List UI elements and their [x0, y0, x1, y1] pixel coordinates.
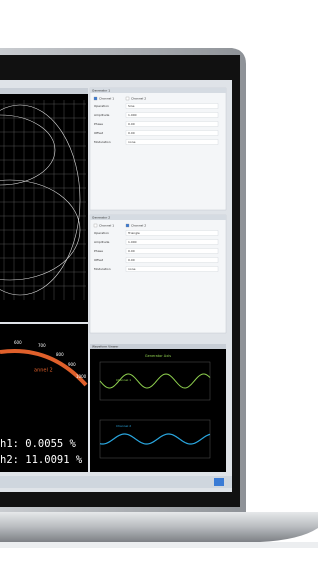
gauge-label: 900: [68, 362, 76, 367]
taskbar-icon: [214, 478, 224, 486]
trace-label: Channel 2: [116, 424, 131, 428]
field-label: Phase: [94, 122, 103, 126]
field-value: 1.000: [128, 240, 137, 244]
field-box: [126, 240, 218, 245]
taskbar: [0, 476, 232, 488]
panel-title: Generator 2: [92, 216, 110, 220]
readout-line: h1: 0.0055 %: [0, 438, 77, 450]
field-box: [126, 267, 218, 272]
panel-title: Waveform Viewer: [92, 345, 119, 349]
gauge-channel: annel 2: [34, 368, 53, 374]
checkbox-label: Channel 2: [131, 224, 146, 228]
gauge-label: 1000: [76, 374, 87, 379]
panel-title: Generator 1: [92, 89, 110, 93]
field-box: [126, 140, 218, 145]
scene: 600 700 800 900 1000 annel 2 h1: 0.0055 …: [0, 0, 318, 562]
field-label: Offset: [94, 131, 104, 135]
field-box: [126, 258, 218, 263]
field-value: none: [128, 140, 136, 144]
checkbox-label: Channel 1: [99, 97, 114, 101]
field-label: Modulation: [94, 140, 111, 144]
checkbox: [126, 224, 129, 227]
gauge-label: 600: [14, 340, 22, 345]
field-box: [126, 249, 218, 254]
field-label: Phase: [94, 249, 103, 253]
gauge-label: 800: [56, 352, 64, 357]
checkbox: [126, 97, 129, 100]
field-label: Operation: [94, 104, 109, 108]
gauge-label: 700: [38, 343, 46, 348]
field-value: 0.00: [128, 258, 135, 262]
checkbox-label: Channel 1: [99, 224, 114, 228]
field-label: Operation: [94, 231, 109, 235]
field-value: 0.00: [128, 122, 135, 126]
field-label: Amplitude: [94, 113, 110, 117]
field-value: Sine: [128, 104, 135, 108]
panel-header: [90, 88, 226, 93]
panel-header: [0, 88, 88, 94]
waveform-panel: [90, 349, 226, 472]
plot-title: Generator Axis: [145, 354, 171, 358]
field-box: [126, 131, 218, 136]
field-box: [126, 104, 218, 109]
checkbox-label: Channel 2: [131, 97, 146, 101]
field-box: [126, 231, 218, 236]
field-value: 0.00: [128, 249, 135, 253]
field-value: Triangle: [127, 231, 140, 235]
field-value: 1.000: [128, 113, 137, 117]
field-box: [126, 113, 218, 118]
checkbox: [94, 224, 97, 227]
readout-line: h2: 11.0091 %: [0, 454, 83, 466]
laptop-base: [0, 512, 318, 542]
field-label: Amplitude: [94, 240, 110, 244]
field-value: 0.00: [128, 131, 135, 135]
field-label: Offset: [94, 258, 104, 262]
field-box: [126, 122, 218, 127]
panel-header: [90, 215, 226, 220]
checkbox: [94, 97, 97, 100]
base-shadow: [0, 542, 318, 548]
field-label: Modulation: [94, 267, 111, 271]
field-value: none: [128, 267, 136, 271]
